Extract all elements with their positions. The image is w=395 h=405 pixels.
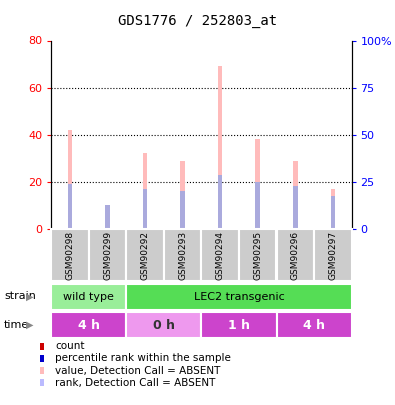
Text: 1 h: 1 h: [228, 318, 250, 332]
Bar: [51, 284, 126, 310]
Bar: [164, 229, 201, 281]
Bar: [181, 191, 185, 229]
Bar: [201, 312, 276, 338]
Text: value, Detection Call = ABSENT: value, Detection Call = ABSENT: [55, 366, 221, 375]
Bar: [276, 312, 352, 338]
Bar: [68, 130, 72, 229]
Bar: [218, 175, 222, 229]
Text: GSM90293: GSM90293: [178, 230, 187, 280]
Text: GSM90292: GSM90292: [141, 231, 150, 279]
Bar: [293, 160, 297, 229]
Bar: [68, 184, 72, 229]
Text: wild type: wild type: [64, 292, 114, 302]
Text: ▶: ▶: [26, 292, 33, 301]
Bar: [143, 153, 147, 229]
Text: GSM90299: GSM90299: [103, 230, 112, 280]
Bar: [105, 205, 110, 229]
Bar: [105, 210, 110, 229]
Bar: [331, 196, 335, 229]
Text: time: time: [4, 320, 29, 330]
Text: GSM90296: GSM90296: [291, 230, 300, 280]
Bar: [51, 229, 89, 281]
Text: rank, Detection Call = ABSENT: rank, Detection Call = ABSENT: [55, 378, 216, 388]
Text: percentile rank within the sample: percentile rank within the sample: [55, 354, 231, 363]
Bar: [126, 229, 164, 281]
Bar: [201, 229, 239, 281]
Text: GSM90297: GSM90297: [328, 230, 337, 280]
Bar: [293, 186, 297, 229]
Bar: [126, 312, 201, 338]
Bar: [181, 160, 185, 229]
Bar: [314, 229, 352, 281]
Bar: [143, 189, 147, 229]
Text: LEC2 transgenic: LEC2 transgenic: [194, 292, 284, 302]
Bar: [276, 229, 314, 281]
Bar: [89, 229, 126, 281]
Bar: [239, 229, 276, 281]
Bar: [51, 312, 126, 338]
Text: GSM90295: GSM90295: [253, 230, 262, 280]
Bar: [256, 139, 260, 229]
Bar: [218, 66, 222, 229]
Text: ▶: ▶: [26, 320, 33, 330]
Bar: [126, 284, 352, 310]
Text: GSM90298: GSM90298: [66, 230, 75, 280]
Text: strain: strain: [4, 292, 36, 301]
Text: 4 h: 4 h: [303, 318, 325, 332]
Text: GDS1776 / 252803_at: GDS1776 / 252803_at: [118, 14, 277, 28]
Text: 0 h: 0 h: [153, 318, 175, 332]
Text: count: count: [55, 341, 85, 351]
Text: GSM90294: GSM90294: [216, 231, 225, 279]
Bar: [256, 182, 260, 229]
Text: 4 h: 4 h: [78, 318, 100, 332]
Bar: [331, 189, 335, 229]
